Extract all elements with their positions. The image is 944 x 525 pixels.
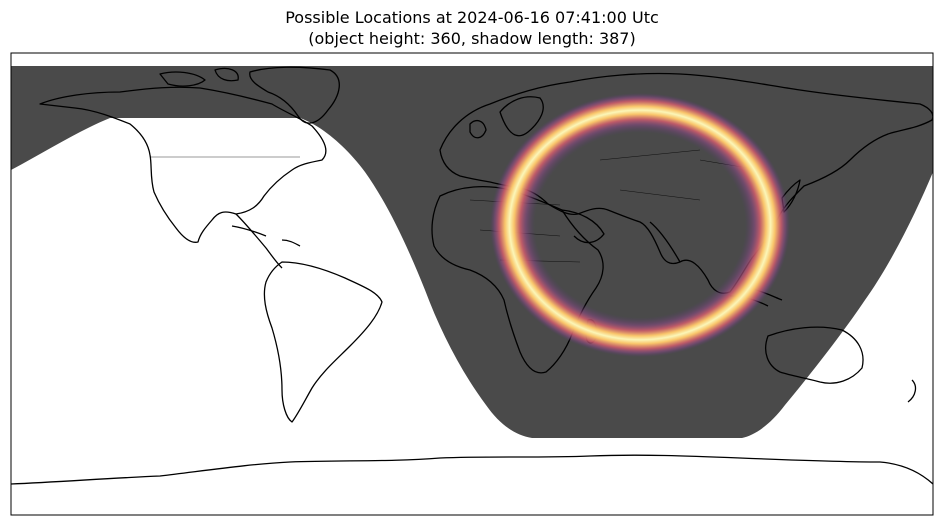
- possible-location-ring: [490, 93, 790, 357]
- title-line-2: (object height: 360, shadow length: 387): [308, 29, 636, 48]
- map-frame: [10, 52, 934, 516]
- title-line-1: Possible Locations at 2024-06-16 07:41:0…: [285, 8, 659, 27]
- figure-title: Possible Locations at 2024-06-16 07:41:0…: [0, 7, 944, 49]
